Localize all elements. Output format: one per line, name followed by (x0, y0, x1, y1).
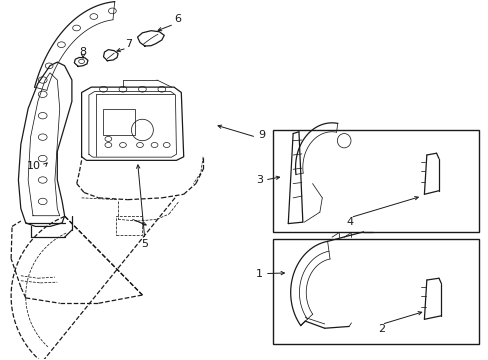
Text: 3: 3 (255, 175, 263, 185)
Text: 10: 10 (27, 161, 41, 171)
Bar (103, 109, 135, 135)
Bar (116, 216, 142, 235)
Text: 4: 4 (346, 217, 353, 227)
Text: 6: 6 (174, 14, 181, 24)
Text: 7: 7 (125, 39, 132, 49)
Text: 1: 1 (255, 269, 263, 279)
Text: 9: 9 (258, 130, 264, 140)
Bar (272, 239, 478, 344)
Text: 5: 5 (141, 239, 148, 249)
Text: 8: 8 (80, 47, 86, 57)
Text: 2: 2 (377, 324, 385, 334)
Bar (272, 130, 478, 232)
